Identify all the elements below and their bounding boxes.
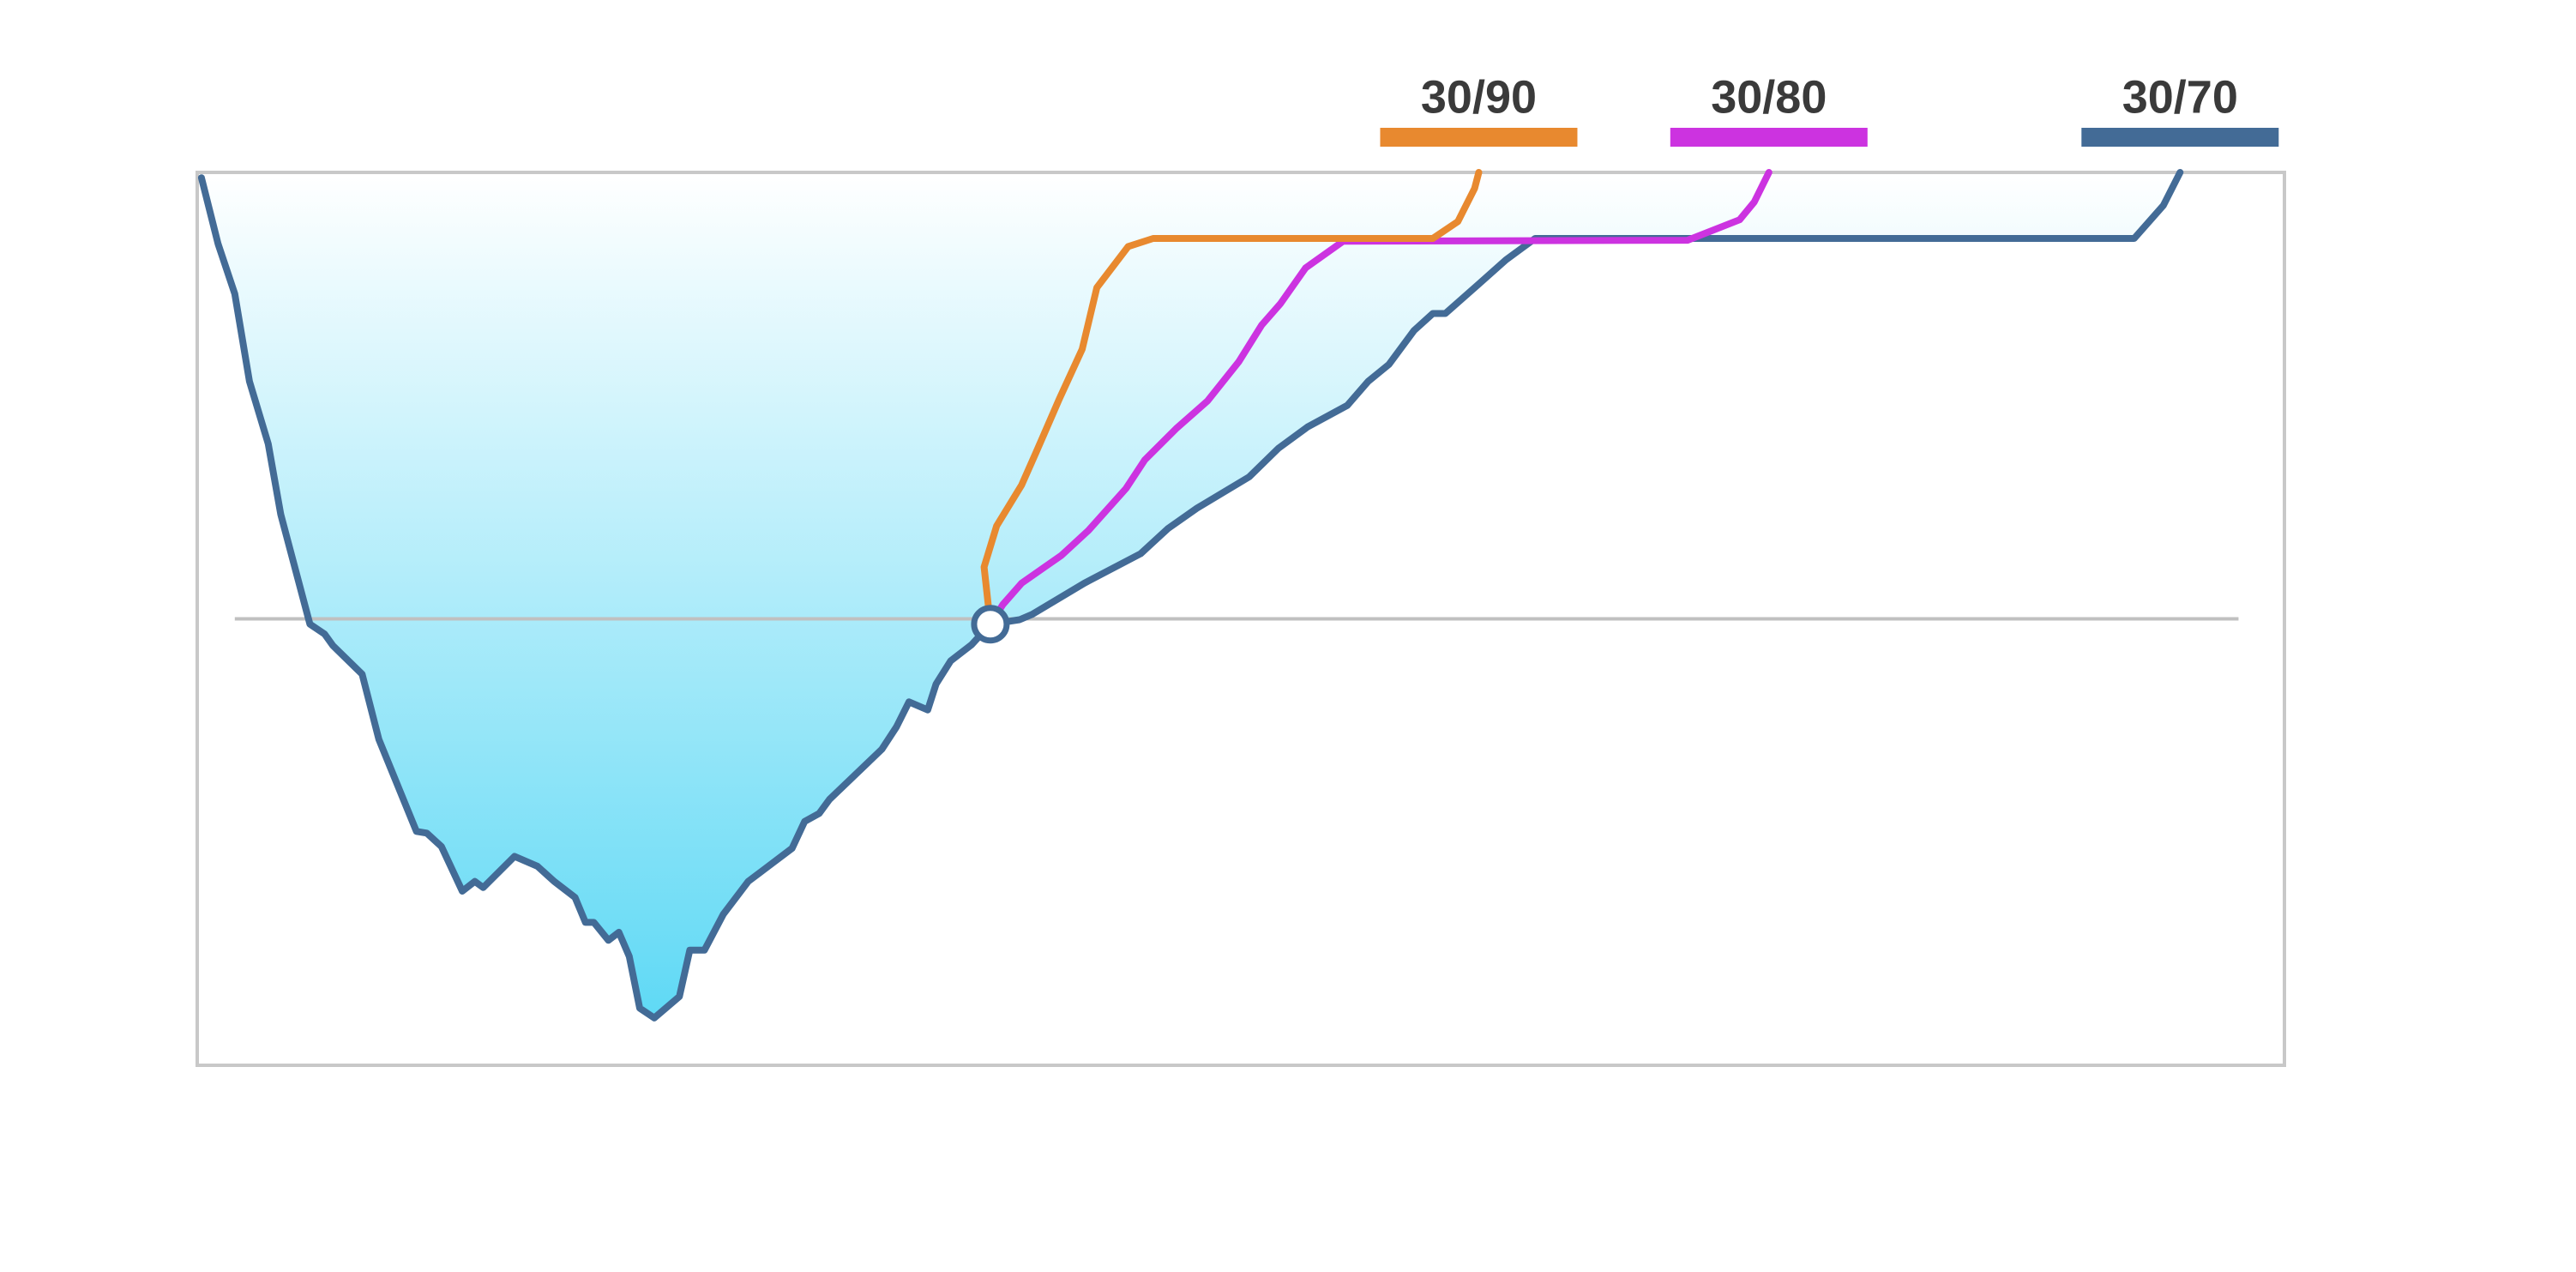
legend-label: 30/80 [1711, 71, 1827, 123]
series-line [986, 169, 1773, 628]
legend-swatch [1670, 128, 1868, 147]
legend: 30/90 30/80 30/70 [1380, 71, 2279, 147]
series-line [980, 169, 1483, 628]
area [201, 172, 2181, 1018]
highlight-marker [971, 605, 1010, 644]
series-line [197, 169, 2184, 1022]
legend-swatch [2081, 128, 2279, 147]
legend-label: 30/70 [2122, 71, 2238, 123]
legend-swatch [1380, 128, 1578, 147]
plot-frame [196, 171, 2286, 1067]
legend-label: 30/90 [1421, 71, 1537, 123]
area-layer [201, 172, 2181, 1018]
line-layer [197, 169, 2239, 1022]
